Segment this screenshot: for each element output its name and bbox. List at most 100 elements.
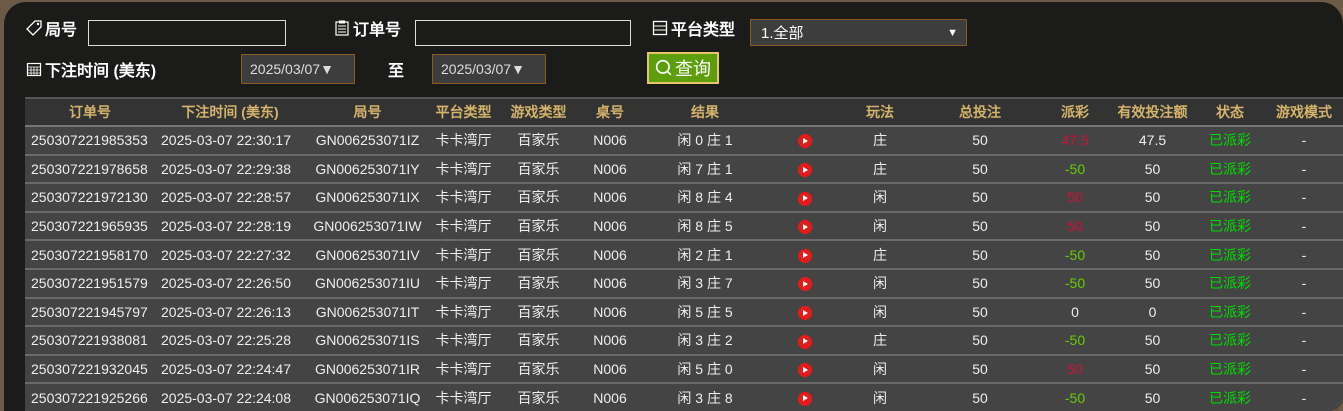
order-label: 订单号 xyxy=(334,16,401,40)
play-replay-icon[interactable] xyxy=(798,220,812,235)
bet-time-cell: 2025-03-07 22:26:50 xyxy=(155,268,305,299)
round-id-cell: GN006253071IV xyxy=(305,240,430,270)
date-from-select[interactable]: 2025/03/07▼ xyxy=(241,54,355,84)
bet-time-cell: 2025-03-07 22:30:17 xyxy=(155,126,305,156)
platform-cell: 卡卡湾厅 xyxy=(430,211,497,242)
bet-time-cell: 2025-03-07 22:28:19 xyxy=(155,211,305,242)
round-input[interactable] xyxy=(88,20,286,46)
game-type-cell: 百家乐 xyxy=(497,126,580,156)
platform-cell: 卡卡湾厅 xyxy=(430,268,497,299)
status-cell: 已派彩 xyxy=(1195,126,1265,156)
platform-cell: 卡卡湾厅 xyxy=(430,326,497,356)
total-bet-cell: 50 xyxy=(920,211,1040,242)
time-label-text: 下注时间 (美东) xyxy=(45,63,157,80)
clipboard-icon xyxy=(335,20,349,36)
order-id-cell: 250307221972130 xyxy=(25,183,155,213)
status-cell: 已派彩 xyxy=(1195,268,1265,299)
play-type-cell: 闲 xyxy=(840,268,920,299)
platform-label: 平台类型 xyxy=(652,16,735,40)
result-cell: 闲 5 庄 0 xyxy=(640,354,770,385)
bet-table: 订单号 下注时间 (美东) 局号 平台类型 游戏类型 桌号 结果 玩法 总投注 派彩 有效投注额 状态… xyxy=(25,97,1343,411)
play-replay-icon[interactable] xyxy=(798,277,812,292)
result-cell: 闲 0 庄 1 xyxy=(640,126,770,156)
order-id-cell: 250307221978658 xyxy=(25,154,155,185)
table-no-cell: N006 xyxy=(580,211,640,242)
play-replay-icon[interactable] xyxy=(798,191,812,206)
column-header xyxy=(770,97,840,127)
bet-time-cell: 2025-03-07 22:24:08 xyxy=(155,383,305,411)
table-row[interactable]: 250307221938081 2025-03-07 22:25:28 GN0062… xyxy=(25,326,1343,356)
column-header: 状态 xyxy=(1195,97,1265,127)
query-button[interactable]: 查询 xyxy=(647,52,719,84)
table-row[interactable]: 250307221965935 2025-03-07 22:28:19 GN0062… xyxy=(25,211,1343,242)
valid-bet-cell: 50 xyxy=(1110,268,1195,299)
game-mode-cell: - xyxy=(1265,354,1343,385)
result-cell: 闲 5 庄 5 xyxy=(640,297,770,328)
column-header: 平台类型 xyxy=(430,97,497,127)
play-replay-icon[interactable] xyxy=(798,334,812,349)
bet-time-cell: 2025-03-07 22:28:57 xyxy=(155,183,305,213)
date-to-select[interactable]: 2025/03/07▼ xyxy=(432,54,546,84)
game-mode-cell: - xyxy=(1265,154,1343,185)
play-replay-icon[interactable] xyxy=(798,391,812,406)
table-row[interactable]: 250307221932045 2025-03-07 22:24:47 GN0062… xyxy=(25,354,1343,385)
status-cell: 已派彩 xyxy=(1195,383,1265,411)
round-id-cell: GN006253071IT xyxy=(305,297,430,328)
round-label-text: 局号 xyxy=(45,22,78,39)
table-row[interactable]: 250307221951579 2025-03-07 22:26:50 GN0062… xyxy=(25,268,1343,299)
platform-select-value: 1.全部 xyxy=(761,25,804,42)
total-bet-cell: 50 xyxy=(920,383,1040,411)
valid-bet-cell: 50 xyxy=(1110,211,1195,242)
replay-cell xyxy=(770,211,840,242)
table-no-cell: N006 xyxy=(580,326,640,356)
play-replay-icon[interactable] xyxy=(798,248,812,263)
table-row[interactable]: 250307221972130 2025-03-07 22:28:57 GN0062… xyxy=(25,183,1343,213)
table-row[interactable]: 250307221945797 2025-03-07 22:26:13 GN0062… xyxy=(25,297,1343,328)
payout-cell: 50 xyxy=(1040,183,1110,213)
play-replay-icon[interactable] xyxy=(798,363,812,378)
table-row[interactable]: 250307221925266 2025-03-07 22:24:08 GN0062… xyxy=(25,383,1343,411)
replay-cell xyxy=(770,354,840,385)
replay-cell xyxy=(770,383,840,411)
game-type-cell: 百家乐 xyxy=(497,154,580,185)
platform-cell: 卡卡湾厅 xyxy=(430,154,497,185)
column-header: 派彩 xyxy=(1040,97,1110,127)
table-no-cell: N006 xyxy=(580,240,640,270)
platform-cell: 卡卡湾厅 xyxy=(430,183,497,213)
table-no-cell: N006 xyxy=(580,297,640,328)
bet-time-cell: 2025-03-07 22:25:28 xyxy=(155,326,305,356)
calendar-icon xyxy=(26,62,42,77)
play-type-cell: 庄 xyxy=(840,154,920,185)
payout-cell: -50 xyxy=(1040,240,1110,270)
order-id-cell: 250307221945797 xyxy=(25,297,155,328)
order-id-cell: 250307221965935 xyxy=(25,211,155,242)
server-list-icon xyxy=(652,20,668,36)
table-no-cell: N006 xyxy=(580,354,640,385)
order-input[interactable] xyxy=(415,20,631,46)
play-type-cell: 庄 xyxy=(840,126,920,156)
order-id-cell: 250307221985353 xyxy=(25,126,155,156)
table-row[interactable]: 250307221978658 2025-03-07 22:29:38 GN0062… xyxy=(25,154,1343,185)
payout-cell: 50 xyxy=(1040,211,1110,242)
round-id-cell: GN006253071IR xyxy=(305,354,430,385)
replay-cell xyxy=(770,154,840,185)
game-mode-cell: - xyxy=(1265,268,1343,299)
platform-select[interactable]: 1.全部 ▼ xyxy=(750,19,967,46)
play-replay-icon[interactable] xyxy=(798,163,812,178)
play-replay-icon[interactable] xyxy=(798,306,812,320)
game-mode-cell: - xyxy=(1265,240,1343,270)
payout-cell: -50 xyxy=(1040,326,1110,356)
table-row[interactable]: 250307221958170 2025-03-07 22:27:32 GN0062… xyxy=(25,240,1343,270)
column-header: 总投注 xyxy=(920,97,1040,127)
platform-cell: 卡卡湾厅 xyxy=(430,240,497,270)
table-row[interactable]: 250307221985353 2025-03-07 22:30:17 GN0062… xyxy=(25,126,1343,156)
valid-bet-cell: 50 xyxy=(1110,383,1195,411)
valid-bet-cell: 50 xyxy=(1110,154,1195,185)
round-id-cell: GN006253071IU xyxy=(305,268,430,299)
play-replay-icon[interactable] xyxy=(798,134,812,149)
order-id-cell: 250307221958170 xyxy=(25,240,155,270)
status-cell: 已派彩 xyxy=(1195,154,1265,185)
table-no-cell: N006 xyxy=(580,268,640,299)
total-bet-cell: 50 xyxy=(920,240,1040,270)
round-id-cell: GN006253071IY xyxy=(305,154,430,185)
